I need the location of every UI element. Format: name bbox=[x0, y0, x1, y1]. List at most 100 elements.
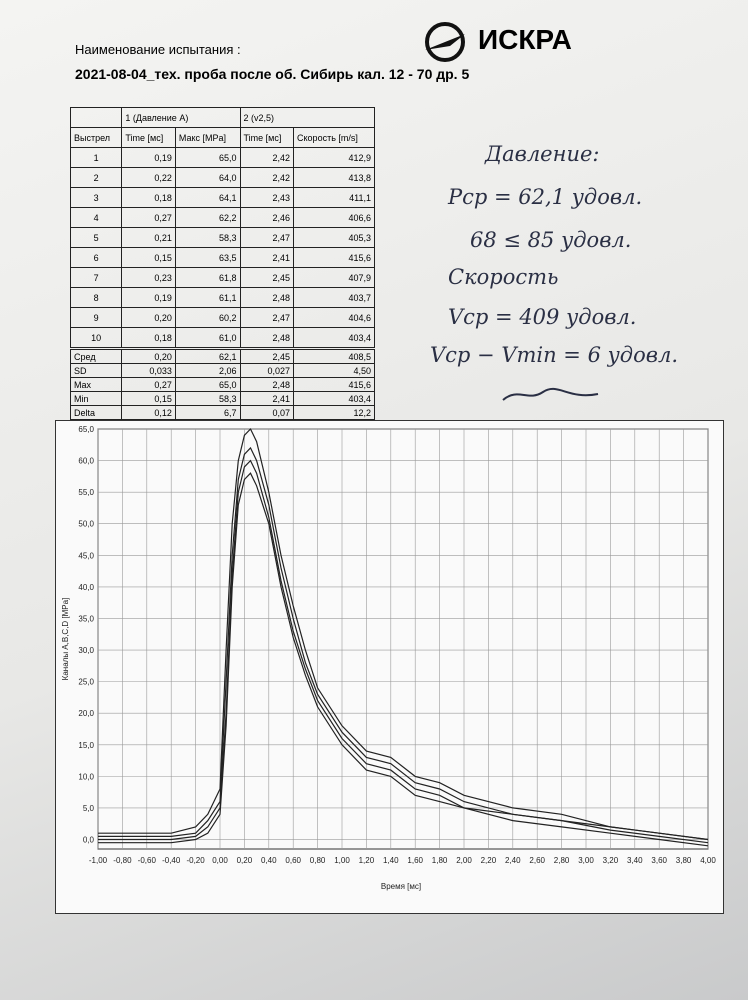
cell: 0,22 bbox=[121, 167, 176, 188]
cell: 10 bbox=[69, 327, 123, 349]
cell: 64,1 bbox=[174, 187, 241, 208]
x-tick-label: -0,40 bbox=[162, 856, 181, 865]
cell: 5 bbox=[69, 227, 123, 248]
x-tick-label: 2,80 bbox=[554, 856, 570, 865]
cell: 12,2 bbox=[293, 405, 375, 420]
cell: 0,19 bbox=[121, 147, 176, 168]
table-row: SD 0,033 2,06 0,027 4,50 bbox=[69, 363, 375, 378]
cell: 2,48 bbox=[239, 377, 295, 392]
table-row: 2 0,22 64,0 2,42 413,8 bbox=[69, 167, 375, 188]
y-tick-label: 30,0 bbox=[78, 646, 94, 655]
x-tick-label: -0,80 bbox=[113, 856, 132, 865]
cell: 61,1 bbox=[174, 287, 241, 308]
x-tick-label: 0,20 bbox=[237, 856, 253, 865]
y-tick-label: 40,0 bbox=[78, 583, 94, 592]
cell: 0,18 bbox=[121, 187, 176, 208]
cell: 408,5 bbox=[293, 348, 375, 364]
x-tick-label: 3,20 bbox=[603, 856, 619, 865]
logo: ИСКРА bbox=[478, 24, 572, 55]
x-axis-label: Время [мс] bbox=[381, 882, 421, 891]
x-tick-label: 1,60 bbox=[407, 856, 423, 865]
table-row: Сред 0,20 62,1 2,45 408,5 bbox=[69, 348, 375, 364]
table-row: 9 0,20 60,2 2,47 404,6 bbox=[69, 307, 375, 328]
cell: 6,7 bbox=[174, 405, 241, 420]
cell: 2,48 bbox=[239, 327, 295, 349]
cell: Max bbox=[69, 377, 123, 392]
y-tick-label: 15,0 bbox=[78, 741, 94, 750]
handwritten-note: Vср − Vmin = 6 удовл. bbox=[430, 343, 679, 367]
column-header: Выстрел bbox=[69, 127, 123, 148]
table-row: 5 0,21 58,3 2,47 405,3 bbox=[69, 227, 375, 248]
cell: 65,0 bbox=[174, 147, 241, 168]
y-tick-label: 45,0 bbox=[78, 551, 94, 560]
cell: 403,4 bbox=[293, 391, 375, 406]
x-tick-label: 1,80 bbox=[432, 856, 448, 865]
y-tick-label: 5,0 bbox=[83, 804, 95, 813]
handwritten-note: Скорость bbox=[448, 265, 559, 289]
x-tick-label: 1,20 bbox=[359, 856, 375, 865]
cell: 0,033 bbox=[121, 363, 176, 378]
cell: 406,6 bbox=[293, 207, 375, 228]
handwritten-note: Pср = 62,1 удовл. bbox=[448, 185, 643, 209]
x-tick-label: 2,20 bbox=[481, 856, 497, 865]
cell: 0,18 bbox=[121, 327, 176, 349]
cell: 413,8 bbox=[293, 167, 375, 188]
cell: 0,27 bbox=[121, 207, 176, 228]
cell: 2,41 bbox=[239, 247, 295, 268]
test-label: Наименование испытания : bbox=[75, 42, 241, 57]
x-tick-label: 1,40 bbox=[383, 856, 399, 865]
column-header: Скорость [m/s] bbox=[293, 127, 375, 148]
cell: 0,21 bbox=[121, 227, 176, 248]
group-header: 2 (v2,5) bbox=[239, 107, 375, 128]
cell: 61,0 bbox=[174, 327, 241, 349]
cell: 404,6 bbox=[293, 307, 375, 328]
cell: 1 bbox=[69, 147, 123, 168]
cell: 3 bbox=[69, 187, 123, 208]
cell: 2,48 bbox=[239, 287, 295, 308]
cell: 4 bbox=[69, 207, 123, 228]
y-tick-label: 55,0 bbox=[78, 488, 94, 497]
cell: Min bbox=[69, 391, 123, 406]
x-tick-label: 3,60 bbox=[651, 856, 667, 865]
cell: 415,6 bbox=[293, 247, 375, 268]
cell: 58,3 bbox=[174, 227, 241, 248]
cell: 62,1 bbox=[174, 348, 241, 364]
cell: 403,4 bbox=[293, 327, 375, 349]
handwritten-note: Vср = 409 удовл. bbox=[448, 305, 637, 329]
cell: 61,8 bbox=[174, 267, 241, 288]
table-row: 8 0,19 61,1 2,48 403,7 bbox=[69, 287, 375, 308]
logo-icon bbox=[425, 22, 465, 62]
x-tick-label: 3,40 bbox=[627, 856, 643, 865]
column-header: Time [мс] bbox=[121, 127, 176, 148]
cell bbox=[69, 107, 123, 128]
pressure-curve bbox=[98, 446, 709, 841]
group-header: 1 (Давление A) bbox=[121, 107, 241, 128]
signature bbox=[502, 387, 599, 401]
cell: 2,47 bbox=[239, 227, 295, 248]
cell: 2 bbox=[69, 167, 123, 188]
cell: 4,50 bbox=[293, 363, 375, 378]
pressure-curve bbox=[98, 472, 709, 847]
x-tick-label: 0,00 bbox=[212, 856, 228, 865]
chart: Время [мс] Каналы A,B,C,D [MPa] -1,00 -0,… bbox=[55, 420, 724, 914]
cell: 0,19 bbox=[121, 287, 176, 308]
column-header: Макс [MPa] bbox=[174, 127, 241, 148]
cell: 412,9 bbox=[293, 147, 375, 168]
cell: 0,23 bbox=[121, 267, 176, 288]
table-row: Min 0,15 58,3 2,41 403,4 bbox=[69, 391, 375, 406]
cell: 6 bbox=[69, 247, 123, 268]
x-tick-label: -1,00 bbox=[89, 856, 108, 865]
results-table: 1 (Давление A) 2 (v2,5) Выстрел Time [мс] Ма… bbox=[69, 107, 375, 420]
cell: 405,3 bbox=[293, 227, 375, 248]
cell: 2,45 bbox=[239, 267, 295, 288]
y-tick-label: 65,0 bbox=[78, 425, 94, 434]
column-header: Time [мс] bbox=[239, 127, 295, 148]
cell: 9 bbox=[69, 307, 123, 328]
cell: 2,43 bbox=[239, 187, 295, 208]
y-tick-label: 35,0 bbox=[78, 614, 94, 623]
cell: 403,7 bbox=[293, 287, 375, 308]
cell: 60,2 bbox=[174, 307, 241, 328]
cell: 0,15 bbox=[121, 247, 176, 268]
table-row: 7 0,23 61,8 2,45 407,9 bbox=[69, 267, 375, 288]
